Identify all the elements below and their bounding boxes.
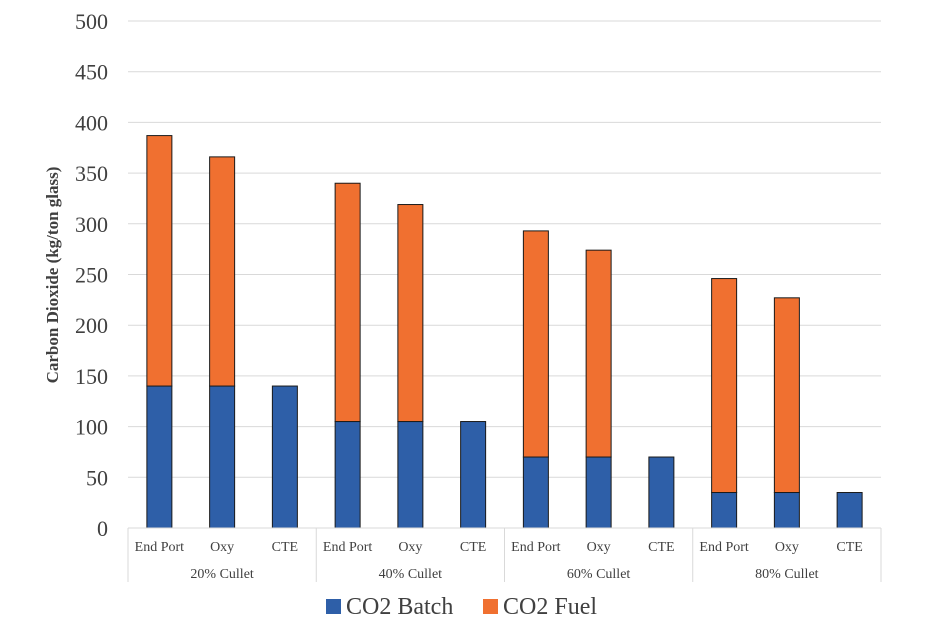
bar-co2-fuel: [334, 182, 361, 423]
bar-co2-batch: [773, 492, 800, 529]
bar-co2-batch: [460, 421, 487, 529]
x-tick-label: Oxy: [587, 540, 611, 555]
legend-swatch: [483, 599, 498, 614]
bar-co2-batch: [397, 421, 424, 529]
bar-co2-fuel: [397, 204, 424, 423]
bar-co2-batch: [209, 385, 236, 529]
x-axis: End Port Oxy CTE 20% Cullet End Port Oxy CTE 40…: [127, 527, 882, 582]
x-tick-label: CTE: [460, 540, 486, 555]
bars: [146, 135, 863, 529]
bar-co2-fuel: [522, 230, 549, 458]
bar-co2-batch: [146, 385, 173, 529]
y-tick-label: 50: [86, 465, 108, 490]
x-tick-label: End Port: [511, 540, 561, 555]
legend-label: CO2 Batch: [346, 594, 453, 620]
bar-co2-batch: [836, 492, 863, 529]
group-label: 60% Cullet: [567, 567, 630, 582]
gridlines: [128, 20, 881, 478]
x-tick-label: Oxy: [210, 540, 234, 555]
x-tick-label: CTE: [836, 540, 862, 555]
bar-co2-batch: [271, 385, 298, 529]
x-tick-label: CTE: [272, 540, 298, 555]
x-tick-label: CTE: [648, 540, 674, 555]
y-axis-ticks: 0 50 100 150 200 250 300 350 400 450 500: [75, 9, 108, 541]
y-axis-label: Carbon Dioxide (kg/ton glass): [43, 167, 62, 384]
group-label: 80% Cullet: [755, 567, 818, 582]
bar-co2-fuel: [585, 249, 612, 458]
x-tick-label: Oxy: [398, 540, 422, 555]
y-tick-label: 300: [75, 212, 108, 237]
y-tick-label: 100: [75, 415, 108, 440]
bar-co2-fuel: [209, 156, 236, 387]
x-tick-label: End Port: [135, 540, 185, 555]
y-tick-label: 350: [75, 161, 108, 186]
legend-label: CO2 Fuel: [503, 594, 597, 620]
y-tick-label: 200: [75, 313, 108, 338]
y-tick-label: 500: [75, 9, 108, 34]
x-tick-label: Oxy: [775, 540, 799, 555]
y-tick-label: 250: [75, 263, 108, 288]
y-tick-label: 150: [75, 364, 108, 389]
group-label: 20% Cullet: [190, 567, 253, 582]
y-tick-label: 0: [97, 516, 108, 541]
legend: CO2 Batch CO2 Fuel: [326, 594, 597, 620]
group-label: 40% Cullet: [379, 567, 442, 582]
bar-co2-fuel: [146, 135, 173, 387]
bar-co2-batch: [648, 456, 675, 529]
bar-co2-batch: [585, 456, 612, 529]
bar-co2-batch: [522, 456, 549, 529]
y-tick-label: 450: [75, 60, 108, 85]
bar-co2-batch: [711, 492, 738, 529]
y-tick-label: 400: [75, 110, 108, 135]
x-tick-label: End Port: [699, 540, 749, 555]
bar-co2-batch: [334, 421, 361, 529]
bar-co2-fuel: [773, 297, 800, 494]
legend-swatch: [326, 599, 341, 614]
x-tick-label: End Port: [323, 540, 373, 555]
bar-co2-fuel: [711, 278, 738, 494]
